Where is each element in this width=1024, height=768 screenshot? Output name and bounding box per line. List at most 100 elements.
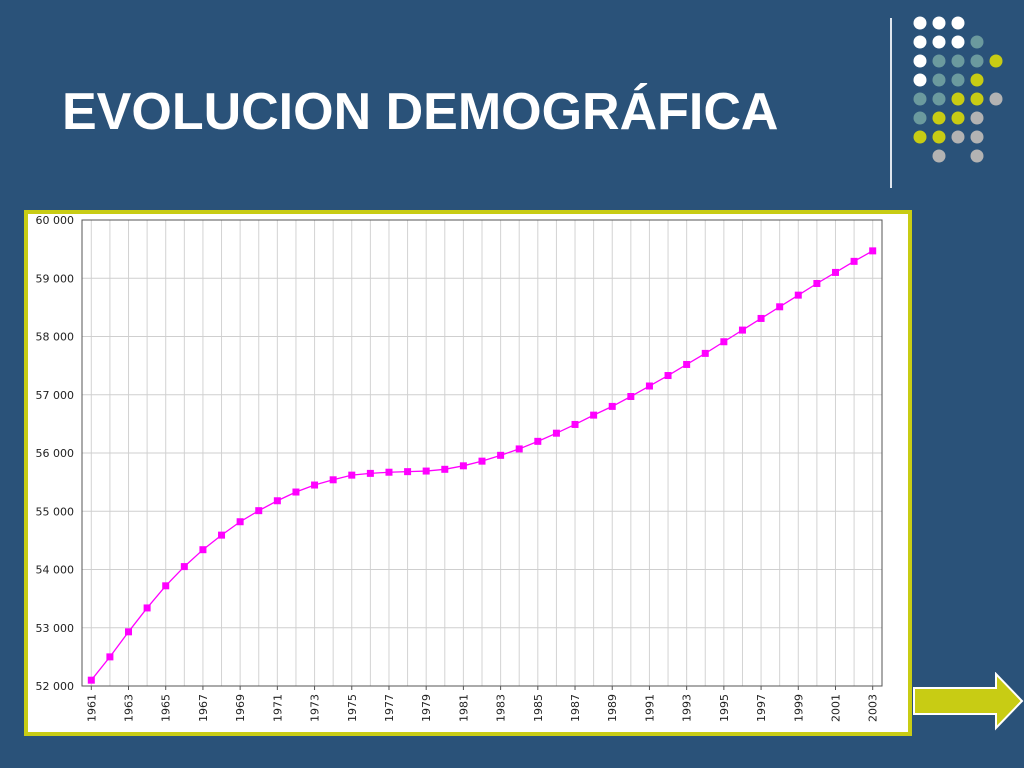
data-point — [552, 429, 560, 437]
decorative-dot — [970, 54, 984, 68]
data-point — [869, 247, 877, 255]
decorative-dot — [913, 54, 927, 68]
data-point — [236, 518, 244, 526]
data-point — [404, 468, 412, 476]
x-tick-label: 1969 — [234, 694, 247, 722]
decorative-dot — [970, 92, 984, 106]
decorative-dot — [970, 111, 984, 125]
x-tick-label: 1975 — [346, 694, 359, 722]
plot-border — [81, 219, 883, 687]
decorative-dot — [932, 16, 946, 30]
decorative-dot — [932, 92, 946, 106]
data-point — [255, 507, 263, 515]
decorative-dot-grid — [913, 16, 1003, 163]
data-point — [348, 471, 356, 479]
decorative-dot — [989, 54, 1003, 68]
decorative-dot — [913, 73, 927, 87]
decorative-dot — [951, 111, 965, 125]
decorative-dot — [951, 92, 965, 106]
population-line-chart: 52 000 53 000 54 000 55 000 56 000 57 000 58 0… — [36, 214, 883, 722]
decorative-dot — [913, 35, 927, 49]
next-slide-arrow-icon[interactable] — [912, 672, 1024, 732]
y-tick-label: 60 000 — [36, 214, 75, 227]
data-point — [645, 382, 653, 390]
y-tick-label: 56 000 — [36, 447, 75, 460]
y-tick-label: 57 000 — [36, 389, 75, 402]
data-point — [478, 457, 486, 465]
decorative-dot — [932, 35, 946, 49]
decorative-dot — [989, 92, 1003, 106]
data-point — [590, 411, 598, 419]
data-point — [701, 349, 709, 357]
data-point — [162, 582, 170, 590]
x-tick-label: 1971 — [271, 694, 284, 722]
data-point — [497, 451, 505, 459]
decorative-dot — [913, 16, 927, 30]
data-point — [311, 481, 319, 489]
x-tick-label: 1979 — [420, 694, 433, 722]
data-point — [273, 497, 281, 505]
decorative-dot — [970, 35, 984, 49]
x-tick-label: 1997 — [755, 694, 768, 722]
divider-line — [890, 18, 892, 188]
decorative-dot — [951, 16, 965, 30]
x-tick-label: 1965 — [160, 694, 173, 722]
decorative-dot — [951, 54, 965, 68]
data-point — [292, 488, 300, 496]
y-axis-ticks: 52 000 53 000 54 000 55 000 56 000 57 000 58 0… — [36, 214, 75, 693]
x-tick-label: 1987 — [569, 694, 582, 722]
y-tick-label: 53 000 — [36, 622, 75, 635]
data-point — [329, 476, 337, 484]
y-tick-label: 59 000 — [36, 272, 75, 285]
decorative-dot — [913, 130, 927, 144]
x-tick-label: 1989 — [606, 694, 619, 722]
x-tick-label: 2003 — [867, 694, 880, 722]
y-tick-label: 52 000 — [36, 680, 75, 693]
data-point — [125, 628, 133, 636]
plot-area — [87, 247, 877, 684]
data-point — [366, 469, 374, 477]
decorative-dot — [951, 130, 965, 144]
x-tick-label: 1967 — [197, 694, 210, 722]
y-tick-label: 58 000 — [36, 331, 75, 344]
decorative-dot — [913, 92, 927, 106]
decorative-dot — [913, 111, 927, 125]
x-tick-label: 1981 — [457, 694, 470, 722]
decorative-dot — [932, 111, 946, 125]
x-tick-label: 1985 — [532, 694, 545, 722]
x-tick-label: 1977 — [383, 694, 396, 722]
data-point — [199, 546, 207, 554]
data-point — [608, 402, 616, 410]
data-point — [515, 445, 523, 453]
data-point — [87, 676, 95, 684]
data-point — [385, 468, 393, 476]
decorative-dot — [932, 73, 946, 87]
x-tick-label: 2001 — [829, 694, 842, 722]
x-tick-label: 1995 — [718, 694, 731, 722]
data-point — [571, 420, 579, 428]
slide-title: EVOLUCION DEMOGRÁFICA — [62, 83, 779, 141]
decorative-dot — [951, 35, 965, 49]
data-point — [106, 653, 114, 661]
data-point — [850, 257, 858, 265]
data-point — [627, 392, 635, 400]
data-point — [757, 314, 765, 322]
decorative-dot — [970, 73, 984, 87]
data-point — [813, 279, 821, 287]
decorative-dot — [932, 130, 946, 144]
x-tick-label: 1973 — [309, 694, 322, 722]
x-tick-label: 1993 — [681, 694, 694, 722]
data-point — [738, 326, 746, 334]
decorative-dot — [932, 54, 946, 68]
data-point — [794, 291, 802, 299]
x-tick-label: 1983 — [495, 694, 508, 722]
data-point — [720, 338, 728, 346]
data-point — [776, 303, 784, 311]
y-tick-label: 55 000 — [36, 505, 75, 518]
x-tick-label: 1991 — [643, 694, 656, 722]
data-point — [683, 360, 691, 368]
x-axis-ticks: 1961 1963 1965 1967 1969 1971 1973 1975 1977 1979… — [85, 686, 880, 722]
decorative-dot — [932, 149, 946, 163]
x-tick-label: 1999 — [792, 694, 805, 722]
data-point — [459, 462, 467, 470]
